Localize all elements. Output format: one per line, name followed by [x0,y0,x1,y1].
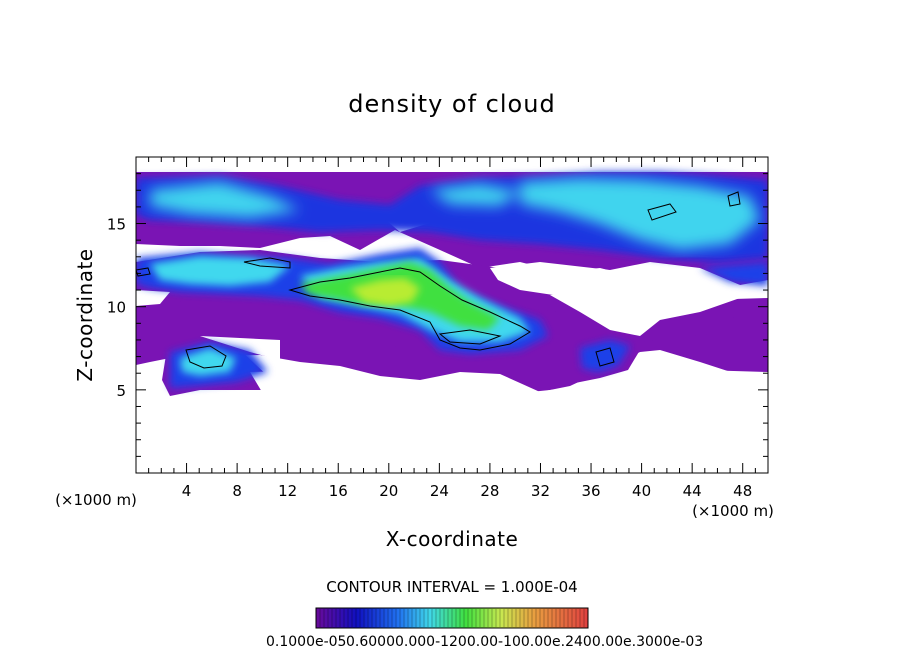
y-axis-label: Z-coordinate [73,248,97,381]
colorbar-stripes [315,609,589,627]
x-axis-label: X-coordinate [386,527,519,551]
x-tick-label: 8 [232,482,242,500]
z-unit-label: (×1000 m) [55,491,137,509]
axis-ticks [136,157,768,473]
cloud-core-yellowgreen [350,278,420,306]
x-tick-label: 40 [632,482,651,500]
x-tick-label: 12 [278,482,297,500]
chart-title: density of cloud [348,90,555,118]
y-tick-label: 10 [107,299,126,317]
clear-air-region [136,205,768,473]
y-tick-label: 15 [107,216,126,234]
upper-cloud-cyan [150,178,760,250]
x-tick-label: 32 [531,482,550,500]
contour-lines [136,191,741,369]
x-tick-label: 36 [581,482,600,500]
x-tick-label: 20 [379,482,398,500]
contour-interval: CONTOUR INTERVAL = 1.000E-04 [326,578,577,596]
colorbar-labels: 0.60000.000-1200.00-100.00e.2400.00e.300… [346,634,703,650]
x-tick-label: 44 [683,482,702,500]
x-tick-label: 4 [182,482,192,500]
x-tick-label: 28 [480,482,499,500]
x-unit-label: (×1000 m) [692,502,774,520]
cloud-field [136,172,768,473]
x-tick-label: 24 [430,482,449,500]
colorbar-min-label: 0.1000e-05 [266,634,346,650]
y-tick-label: 5 [116,382,126,400]
x-tick-label: 48 [733,482,752,500]
x-tick-label: 16 [329,482,348,500]
